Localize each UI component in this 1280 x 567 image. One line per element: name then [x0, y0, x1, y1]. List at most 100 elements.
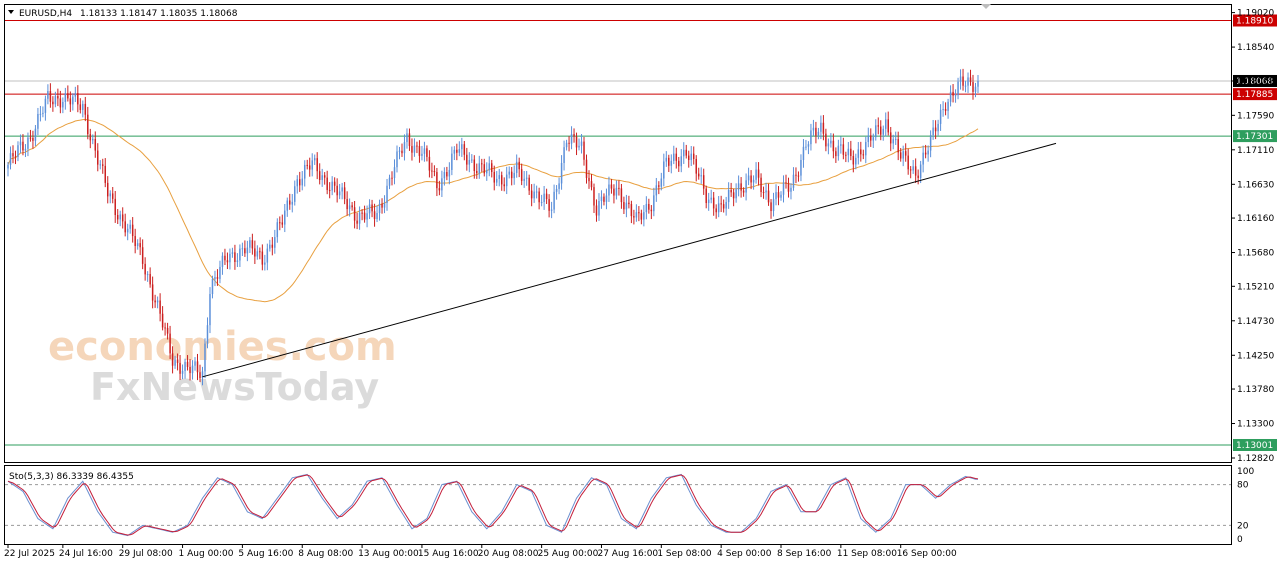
candle-body: [967, 77, 969, 86]
candle-body: [274, 237, 276, 248]
candle-body: [578, 145, 580, 148]
candle-body: [633, 216, 635, 218]
candle-body: [860, 149, 862, 155]
candle-body: [361, 212, 363, 214]
candle-body: [593, 187, 595, 206]
candle-body: [782, 182, 785, 195]
candle-body: [236, 260, 239, 262]
time-tick-label: 8 Aug 08:00: [298, 549, 353, 559]
moving-average-line: [7, 118, 979, 303]
candle-body: [109, 193, 111, 197]
candle-body: [7, 164, 9, 169]
candle-body: [403, 142, 406, 154]
time-tick-label: 5 Aug 16:00: [238, 549, 293, 559]
candle-body: [488, 163, 491, 171]
candle-body: [675, 153, 678, 161]
price-tick-label: 1.16630: [1237, 180, 1274, 190]
scroll-marker-icon[interactable]: [981, 4, 991, 9]
candle-body: [610, 184, 613, 189]
candle-body: [498, 175, 500, 179]
candle-body: [24, 148, 27, 151]
candle-body: [747, 175, 750, 181]
price-tick-label: 1.18068: [1237, 77, 1274, 87]
time-tick-label: 8 Sep 16:00: [777, 549, 832, 559]
candle-body: [303, 164, 306, 179]
candle-body: [211, 279, 214, 295]
triangle-down-icon[interactable]: [8, 10, 14, 14]
candle-body: [436, 172, 438, 189]
candle-body: [600, 196, 603, 202]
candle-body: [555, 188, 558, 192]
candle-body: [491, 163, 493, 172]
candle-body: [730, 189, 732, 193]
candle-body: [770, 202, 772, 212]
candle-body: [780, 194, 782, 198]
candle-body: [792, 174, 795, 188]
candle-body: [266, 248, 269, 263]
candle-body: [949, 91, 952, 102]
candle-body: [481, 163, 483, 165]
candle-body: [241, 248, 244, 250]
candle-body: [29, 137, 32, 139]
candle-body: [64, 93, 67, 102]
candle-body: [500, 175, 503, 185]
price-axis[interactable]: 1.19020 1.18540 1.18068 1.17590 1.17110 1.166…: [1231, 9, 1274, 464]
time-tick-label: 27 Aug 16:00: [597, 549, 658, 559]
candle-body: [927, 150, 929, 155]
candle-body: [184, 361, 186, 371]
time-tick-label: 11 Sep 08:00: [837, 549, 897, 559]
price-tick-label: 1.15210: [1237, 282, 1274, 292]
candle-body: [12, 153, 14, 157]
candle-body: [917, 175, 919, 178]
candle-body: [643, 212, 645, 220]
candle-body: [286, 200, 289, 211]
candle-body: [897, 139, 899, 153]
candle-body: [346, 199, 348, 210]
trendline[interactable]: [202, 142, 1057, 378]
candle-body: [381, 203, 383, 208]
candle-body: [134, 236, 136, 246]
candle-body: [421, 153, 423, 156]
candle-body: [944, 109, 947, 111]
candle-body: [264, 262, 266, 265]
candle-body: [872, 137, 875, 141]
candle-body: [136, 243, 139, 246]
candle-body: [702, 175, 705, 189]
candle-body: [166, 327, 169, 334]
candle-body: [468, 159, 471, 165]
candle-body: [159, 300, 161, 314]
candle-body: [613, 188, 615, 196]
candle-body: [14, 156, 17, 158]
candle-body: [957, 81, 959, 96]
candle-body: [119, 214, 121, 220]
candle-body: [106, 182, 109, 197]
candle-body: [246, 247, 249, 254]
candle-body: [151, 284, 154, 301]
candle-body: [503, 184, 505, 187]
candle-body: [149, 274, 151, 285]
candle-body: [254, 248, 256, 257]
candle-body: [752, 179, 755, 183]
candle-body: [438, 188, 441, 191]
time-axis[interactable]: 22 Jul 2025 24 Jul 16:00 29 Jul 08:00 1 Aug…: [4, 544, 957, 559]
candle-body: [121, 214, 124, 222]
candle-body: [226, 260, 229, 263]
candle-body: [710, 197, 712, 200]
candle-body: [620, 188, 623, 203]
candle-body: [565, 142, 568, 148]
time-tick-label: 4 Sep 00:00: [717, 549, 772, 559]
candle-body: [795, 174, 797, 176]
time-tick-label: 20 Aug 08:00: [478, 549, 539, 559]
candle-body: [99, 164, 102, 166]
candle-body: [810, 130, 812, 145]
last-price-label: 1.18068: [1236, 77, 1273, 87]
candle-body: [269, 244, 271, 249]
candle-body: [598, 201, 600, 216]
candle-body: [84, 103, 87, 115]
candle-body: [426, 148, 428, 157]
candle-body: [650, 209, 653, 212]
candle-body: [244, 248, 246, 254]
candle-body: [855, 157, 857, 165]
candle-body: [376, 213, 378, 220]
